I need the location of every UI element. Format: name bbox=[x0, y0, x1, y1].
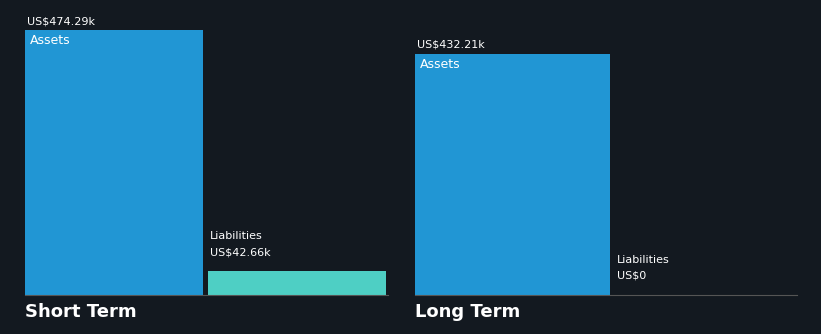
Text: Liabilities: Liabilities bbox=[617, 255, 670, 265]
Text: Liabilities: Liabilities bbox=[210, 231, 263, 241]
Bar bbox=[25, 30, 203, 295]
Bar bbox=[208, 271, 386, 295]
Bar bbox=[415, 53, 610, 295]
Text: US$432.21k: US$432.21k bbox=[417, 39, 484, 49]
Text: Assets: Assets bbox=[30, 34, 71, 47]
Text: US$474.29k: US$474.29k bbox=[27, 16, 95, 26]
Text: Short Term: Short Term bbox=[25, 303, 136, 321]
Text: US$42.66k: US$42.66k bbox=[210, 247, 271, 257]
Text: US$0: US$0 bbox=[617, 271, 646, 281]
Text: Assets: Assets bbox=[420, 57, 461, 70]
Text: Long Term: Long Term bbox=[415, 303, 521, 321]
